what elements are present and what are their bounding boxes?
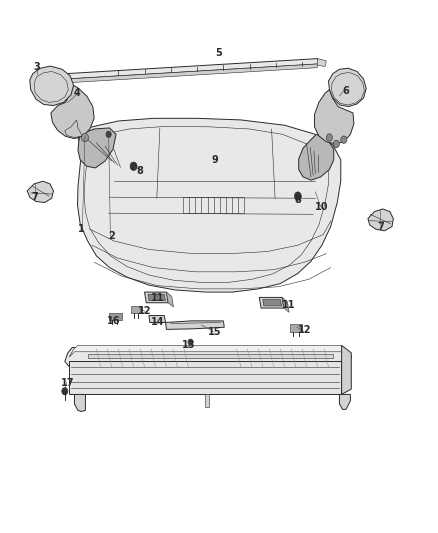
Polygon shape (74, 394, 85, 411)
Text: 11: 11 (151, 294, 164, 303)
Polygon shape (69, 345, 349, 357)
Circle shape (294, 192, 301, 200)
Polygon shape (88, 354, 333, 358)
Text: 3: 3 (34, 62, 41, 71)
Text: 13: 13 (182, 341, 195, 350)
Polygon shape (290, 324, 302, 332)
Text: 5: 5 (215, 49, 223, 58)
Text: 2: 2 (108, 231, 115, 240)
Polygon shape (339, 394, 350, 409)
Text: 8: 8 (137, 166, 144, 175)
Polygon shape (69, 361, 341, 394)
Polygon shape (77, 118, 341, 292)
Text: 12: 12 (138, 306, 151, 316)
Polygon shape (205, 394, 209, 407)
Text: 4: 4 (73, 88, 80, 98)
Polygon shape (148, 294, 166, 301)
Polygon shape (27, 181, 53, 203)
Polygon shape (328, 68, 366, 107)
Text: 7: 7 (378, 222, 385, 231)
Polygon shape (342, 345, 351, 394)
Polygon shape (109, 313, 122, 320)
Text: 16: 16 (107, 316, 120, 326)
Circle shape (81, 133, 88, 142)
Polygon shape (314, 90, 354, 144)
Text: 15: 15 (208, 327, 221, 336)
Polygon shape (317, 59, 326, 67)
Polygon shape (259, 297, 284, 308)
Polygon shape (78, 128, 116, 168)
Polygon shape (145, 292, 168, 303)
Text: 12: 12 (298, 326, 311, 335)
Polygon shape (166, 321, 224, 329)
Text: 7: 7 (32, 192, 39, 202)
Polygon shape (51, 85, 94, 139)
Circle shape (341, 136, 347, 143)
Text: 11: 11 (283, 300, 296, 310)
Text: 17: 17 (61, 378, 74, 387)
Text: 9: 9 (211, 155, 218, 165)
Text: 6: 6 (343, 86, 350, 95)
Polygon shape (68, 59, 319, 79)
Polygon shape (65, 348, 351, 367)
Circle shape (326, 134, 332, 141)
Polygon shape (368, 209, 393, 231)
Polygon shape (282, 297, 289, 312)
Polygon shape (166, 292, 173, 307)
Text: 1: 1 (78, 224, 85, 234)
Polygon shape (263, 300, 282, 306)
Circle shape (188, 339, 193, 345)
Circle shape (62, 387, 68, 395)
Polygon shape (30, 66, 74, 106)
Polygon shape (131, 306, 142, 313)
Text: 14: 14 (151, 318, 164, 327)
Polygon shape (69, 64, 318, 83)
Text: 10: 10 (315, 202, 328, 212)
Circle shape (333, 140, 339, 148)
Circle shape (106, 131, 111, 138)
Polygon shape (299, 134, 334, 180)
Text: 8: 8 (294, 195, 301, 205)
Polygon shape (149, 316, 166, 322)
Circle shape (130, 162, 137, 171)
